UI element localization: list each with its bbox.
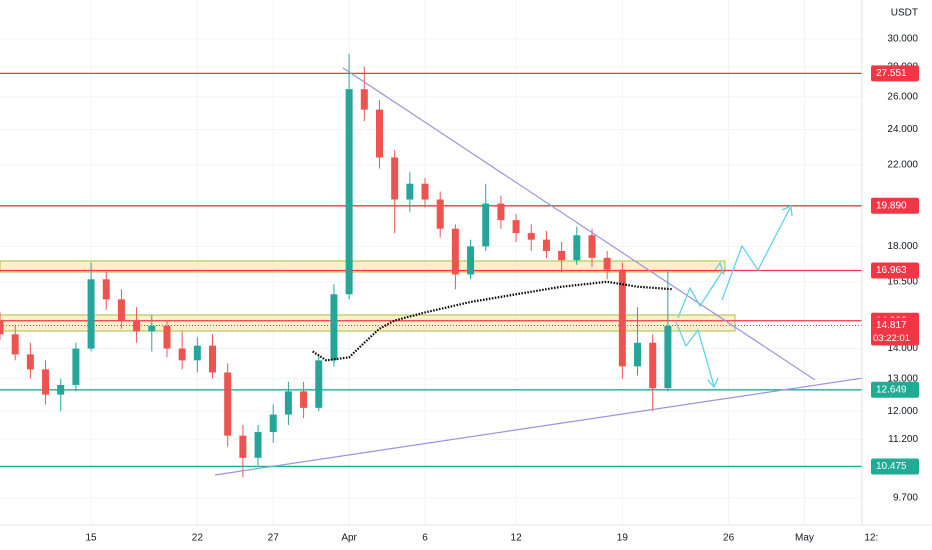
candle-body [573, 235, 581, 261]
candle-body [603, 257, 611, 270]
zone [0, 314, 736, 332]
arrow-head [707, 377, 719, 389]
x-tick-label: 27 [268, 533, 280, 544]
x-tick-label: 12 [511, 533, 523, 544]
candle-body [26, 354, 34, 370]
last-price-label: 14.817 [876, 320, 907, 331]
candle-body [634, 342, 642, 367]
candle-body [375, 109, 383, 158]
candle-body [133, 320, 141, 332]
candle-body [117, 299, 125, 321]
level-label: 16.963 [876, 265, 907, 276]
x-tick-label: 19 [617, 533, 629, 544]
trend-line [342, 67, 816, 381]
trend-line [214, 367, 931, 476]
candle-body [558, 250, 566, 261]
level-label: 12.649 [876, 384, 907, 395]
candle-body [482, 203, 490, 247]
candle-body [618, 269, 626, 367]
candle-body [315, 360, 323, 408]
x-tick-label: May [795, 533, 814, 544]
candle-body [497, 203, 505, 221]
projection-down [675, 321, 715, 387]
candle-body [406, 183, 414, 200]
y-tick-label: 9.700 [893, 492, 918, 503]
arrow-head [714, 261, 725, 276]
y-tick-label: 12.000 [887, 406, 918, 417]
candle-body [451, 228, 459, 275]
candle-body [345, 89, 353, 295]
y-tick-label: 13.000 [887, 373, 918, 384]
candle-body [269, 414, 277, 433]
candle-body [87, 279, 95, 349]
currency: USDT [891, 8, 918, 19]
axis-labels: 30.00028.00026.00024.00022.00018.00016.5… [86, 33, 919, 544]
candle-body [11, 334, 19, 355]
candle-body [209, 345, 217, 373]
candle-body [193, 345, 201, 361]
y-tick-label: 11.200 [888, 434, 918, 445]
candle-body [391, 157, 399, 200]
candle-body [72, 348, 80, 385]
y-tick-label: 18.000 [887, 241, 918, 252]
moving-average [312, 280, 673, 362]
level-label-box [871, 65, 919, 82]
candle-body [178, 348, 186, 361]
candles [0, 53, 672, 478]
candle-body [42, 369, 50, 395]
y-tick-label: 22.000 [887, 159, 918, 170]
candle-body [163, 325, 171, 349]
y-tick-label: 24.000 [887, 124, 918, 135]
candle-body [330, 294, 338, 361]
zone [0, 260, 726, 273]
y-tick-label: 14.000 [887, 343, 918, 354]
level-label-box [871, 197, 919, 214]
candle-body [512, 220, 520, 234]
arrow-head [781, 205, 793, 217]
candle-body [57, 384, 65, 395]
candle-body [436, 199, 444, 229]
last-price-timer: 03:22:01 [873, 333, 910, 344]
y-tick-label: 16.500 [887, 276, 918, 287]
candle-body [102, 279, 110, 300]
x-tick-label: Apr [341, 533, 357, 544]
level-label-box [871, 458, 919, 475]
level-label: 19.890 [876, 200, 907, 211]
y-tick-label: 30.000 [887, 33, 918, 44]
candle-body [467, 246, 475, 275]
candle-body [284, 391, 292, 415]
projection-up [721, 207, 791, 301]
candle-body [360, 89, 368, 110]
x-tick-label: 22 [192, 533, 204, 544]
level-label-box [871, 381, 919, 398]
candle-body [254, 432, 262, 458]
x-tick-label: 6 [422, 533, 428, 544]
candle-body [239, 435, 247, 458]
level-label: 27.551 [876, 68, 907, 79]
candle-body [542, 239, 550, 251]
x-tick-label: 26 [723, 533, 735, 544]
time-axis [0, 525, 862, 550]
x-tick-label: 12: [864, 533, 878, 544]
y-tick-label: 26.000 [887, 92, 918, 103]
candle-body [527, 233, 535, 240]
projection-up [677, 271, 723, 319]
candle-body [421, 183, 429, 200]
level-label: 10.475 [876, 461, 907, 472]
candle-body [0, 320, 4, 335]
x-tick-label: 15 [86, 533, 98, 544]
level-label-box [871, 262, 919, 279]
levels [0, 72, 862, 468]
candle-body [224, 372, 232, 436]
last-price-box [871, 317, 919, 346]
candle-body [664, 325, 672, 389]
candle-body [300, 391, 308, 408]
candle-body [148, 325, 156, 332]
candle-body [649, 342, 657, 389]
candle-body [588, 235, 596, 258]
